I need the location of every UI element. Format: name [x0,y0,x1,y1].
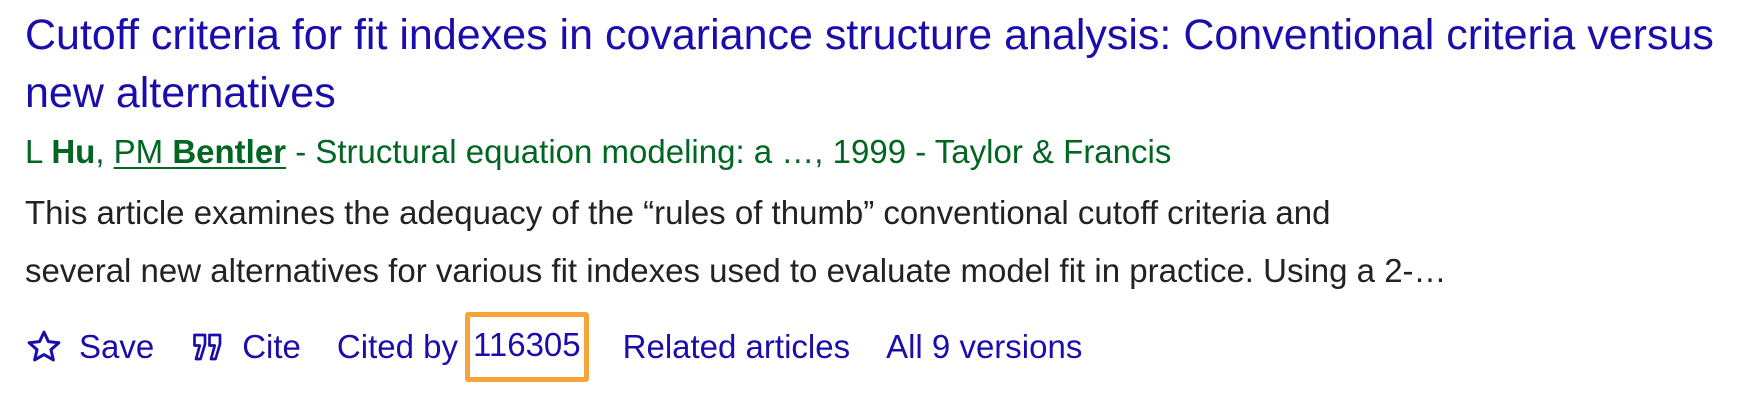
author-last-name: Hu [51,133,96,170]
author-initial: L [25,133,43,170]
quote-icon [190,329,226,365]
all-versions-link[interactable]: All 9 versions [886,328,1083,365]
result-snippet: This article examines the adequacy of th… [25,184,1740,300]
snippet-line: several new alternatives for various fit… [25,252,1447,289]
save-label: Save [79,328,155,365]
author-initial: PM [113,133,164,170]
author-last-name: Bentler [172,133,287,170]
search-result: Cutoff criteria for fit indexes in covar… [25,11,1760,382]
cite-label: Cite [242,328,301,365]
result-actions: Save Cite Cited by 116305 Related articl… [25,312,1760,382]
cite-button[interactable]: Cite [190,327,301,367]
venue-text: - Structural equation modeling: a …, 199… [295,133,1172,170]
cited-by-label: Cited by [336,328,458,365]
star-outline-icon [25,328,63,366]
snippet-line: This article examines the adequacy of th… [25,194,1331,231]
cited-by-count[interactable]: 116305 [464,312,589,382]
author-separator: , [95,133,105,170]
result-byline: L Hu, PM Bentler - Structural equation m… [25,132,1760,172]
author-profile-link[interactable]: PM Bentler [114,133,286,170]
cited-by-link[interactable]: Cited by 116305 [337,312,589,382]
related-articles-link[interactable]: Related articles [622,328,851,365]
save-button[interactable]: Save [25,327,154,367]
result-title-link[interactable]: Cutoff criteria for fit indexes in covar… [25,11,1714,117]
